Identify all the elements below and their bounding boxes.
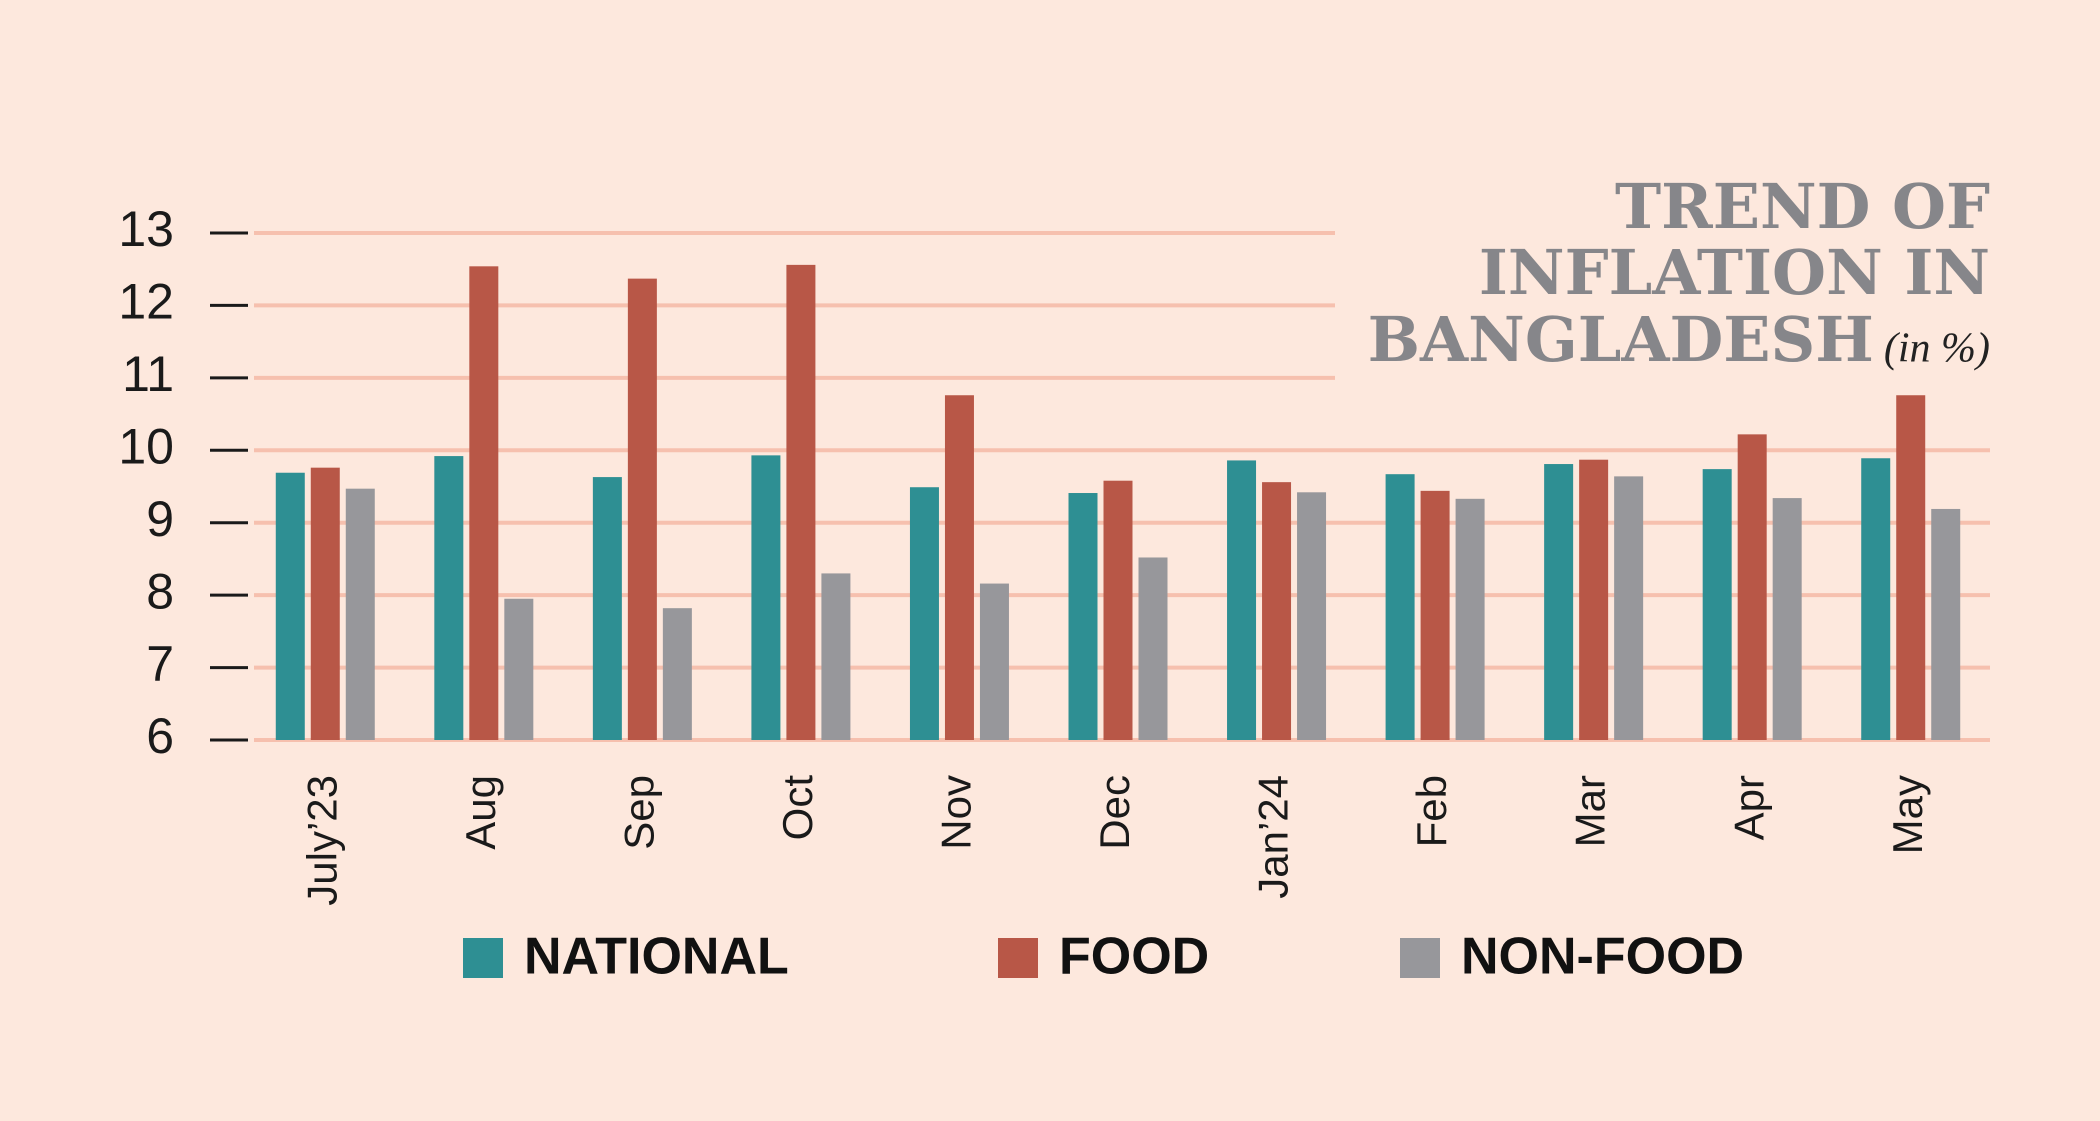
x-tick-label: Oct <box>774 775 821 841</box>
bar <box>1896 395 1926 740</box>
bar <box>627 278 657 740</box>
bar <box>1068 493 1098 740</box>
legend-label: FOOD <box>1059 928 1209 986</box>
x-tick-label: Sep <box>615 775 662 850</box>
y-tick-label: 10 <box>118 418 174 474</box>
bar <box>979 583 1009 740</box>
bar <box>345 488 375 740</box>
x-tick-label: Apr <box>1725 775 1772 840</box>
bar <box>310 467 340 740</box>
title-backdrop <box>1335 175 2005 390</box>
chart-title: TREND OF <box>1615 170 1990 243</box>
bar <box>1297 492 1327 740</box>
legend-swatch <box>998 938 1038 978</box>
bar <box>469 266 499 740</box>
bar <box>1262 482 1292 740</box>
chart-title: BANGLADESH <box>1368 303 1874 376</box>
y-tick-label: 11 <box>122 346 174 402</box>
y-tick-label: 7 <box>146 636 174 692</box>
x-tick-label: Feb <box>1408 775 1455 847</box>
bar <box>944 395 974 740</box>
x-tick-label: Mar <box>1567 775 1614 847</box>
x-tick-label: May <box>1884 775 1931 854</box>
bar <box>504 598 534 740</box>
y-tick-label: 9 <box>146 491 174 547</box>
unit-label: (in %) <box>1884 326 1990 372</box>
chart-title: INFLATION IN <box>1479 236 1990 309</box>
y-tick-label: 6 <box>146 708 174 764</box>
legend-label: NATIONAL <box>524 928 789 986</box>
legend-swatch <box>463 938 503 978</box>
bar <box>1614 476 1644 740</box>
bar <box>909 487 939 740</box>
bar <box>1861 458 1891 740</box>
bar <box>1737 434 1767 740</box>
bar <box>275 472 305 740</box>
x-tick-label: July’23 <box>298 775 345 906</box>
bar <box>592 477 622 740</box>
bar <box>1579 459 1609 740</box>
legend-swatch <box>1400 938 1440 978</box>
x-tick-label: Dec <box>1091 775 1138 850</box>
bar <box>434 456 464 740</box>
bar <box>821 573 851 740</box>
x-tick-label: Jan’24 <box>1250 775 1297 899</box>
bar <box>1702 469 1732 740</box>
bar <box>1103 480 1133 740</box>
bar <box>662 608 692 740</box>
bar <box>1138 557 1168 740</box>
bar <box>751 455 781 740</box>
bar <box>1420 490 1450 740</box>
bar <box>1455 498 1485 740</box>
bar <box>1931 508 1961 740</box>
legend-label: NON-FOOD <box>1461 928 1744 986</box>
x-tick-label: Aug <box>457 775 504 850</box>
x-tick-label: Nov <box>933 775 980 850</box>
bar <box>1772 498 1802 740</box>
y-tick-label: 12 <box>118 274 174 330</box>
bar <box>1385 474 1415 740</box>
bar <box>1227 460 1257 740</box>
y-tick-label: 13 <box>118 201 174 257</box>
bar <box>786 264 816 740</box>
y-tick-label: 8 <box>146 563 174 619</box>
bar <box>1544 464 1574 740</box>
